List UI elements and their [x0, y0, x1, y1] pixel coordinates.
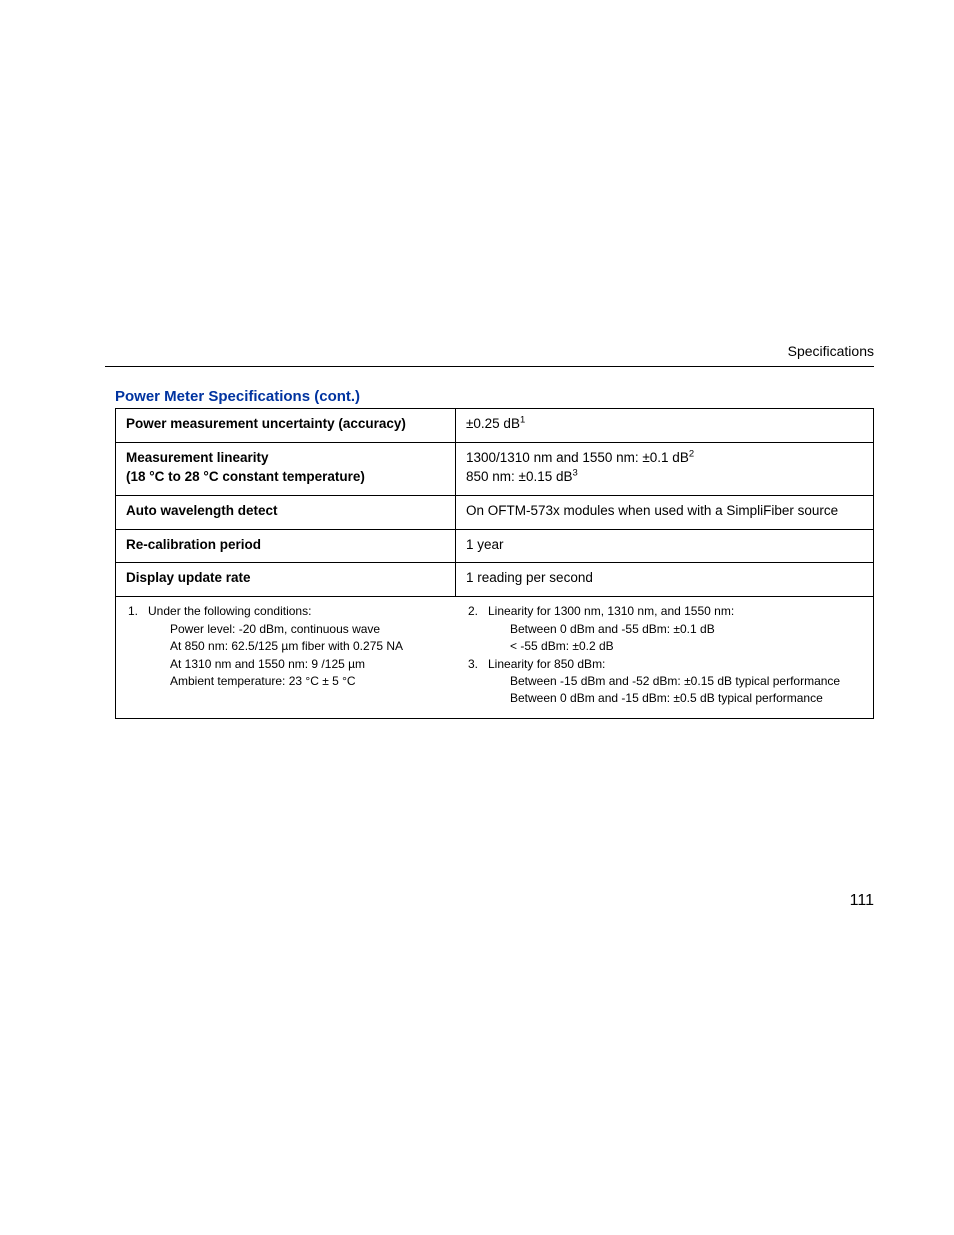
value-text: 1300/1310 nm and 1550 nm: ±0.1 dB — [466, 450, 689, 465]
value-text: ±0.25 dB — [466, 416, 520, 431]
footnote-line: Between -15 dBm and -52 dBm: ±0.15 dB ty… — [488, 673, 869, 690]
footnote-ref: 1 — [520, 415, 525, 426]
footnote-line: Under the following conditions: — [148, 603, 460, 620]
row-value: 1 year — [456, 530, 873, 563]
footnote-line: Power level: -20 dBm, continuous wave — [148, 621, 460, 638]
footnote-item: 1. Under the following conditions: Power… — [128, 603, 460, 690]
table-row: Re-calibration period 1 year — [116, 530, 873, 564]
table-row: Measurement linearity (18 °C to 28 °C co… — [116, 443, 873, 496]
row-value: ±0.25 dB1 — [456, 409, 873, 442]
row-value: 1 reading per second — [456, 563, 873, 596]
footnotes: 1. Under the following conditions: Power… — [116, 597, 873, 717]
header-label: Specifications — [788, 343, 874, 359]
row-label: Measurement linearity (18 °C to 28 °C co… — [116, 443, 456, 495]
header-rule — [105, 366, 874, 367]
table-row: Display update rate 1 reading per second — [116, 563, 873, 597]
section-title: Power Meter Specifications (cont.) — [115, 388, 360, 405]
footnote-body: Linearity for 1300 nm, 1310 nm, and 1550… — [488, 603, 869, 655]
table-row: Power measurement uncertainty (accuracy)… — [116, 409, 873, 443]
footnote-body: Under the following conditions: Power le… — [148, 603, 460, 690]
footnote-column: 2. Linearity for 1300 nm, 1310 nm, and 1… — [460, 603, 869, 707]
row-label: Re-calibration period — [116, 530, 456, 563]
footnote-number: 2. — [468, 603, 488, 655]
footnote-line: At 1310 nm and 1550 nm: 9 /125 µm — [148, 656, 460, 673]
footnote-number: 3. — [468, 656, 488, 708]
label-line: Measurement linearity — [126, 449, 445, 468]
row-label: Auto wavelength detect — [116, 496, 456, 529]
footnote-ref: 3 — [572, 467, 577, 478]
value-text: 850 nm: ±0.15 dB — [466, 469, 572, 484]
row-value: On OFTM-573x modules when used with a Si… — [456, 496, 873, 529]
footnote-line: Between 0 dBm and -55 dBm: ±0.1 dB — [488, 621, 869, 638]
footnote-line: Ambient temperature: 23 °C ± 5 °C — [148, 673, 460, 690]
footnote-line: Linearity for 850 dBm: — [488, 656, 869, 673]
spec-table: Power measurement uncertainty (accuracy)… — [115, 408, 874, 719]
document-page: Specifications Power Meter Specification… — [0, 0, 954, 1235]
value-line: 850 nm: ±0.15 dB3 — [466, 468, 863, 487]
label-line: (18 °C to 28 °C constant temperature) — [126, 468, 445, 487]
row-label: Display update rate — [116, 563, 456, 596]
table-row: Auto wavelength detect On OFTM-573x modu… — [116, 496, 873, 530]
footnote-column: 1. Under the following conditions: Power… — [120, 603, 460, 707]
footnote-item: 3. Linearity for 850 dBm: Between -15 dB… — [468, 656, 869, 708]
footnote-line: < -55 dBm: ±0.2 dB — [488, 638, 869, 655]
footnote-item: 2. Linearity for 1300 nm, 1310 nm, and 1… — [468, 603, 869, 655]
footnote-number: 1. — [128, 603, 148, 690]
value-line: 1300/1310 nm and 1550 nm: ±0.1 dB2 — [466, 449, 863, 468]
footnote-ref: 2 — [689, 448, 694, 459]
row-label: Power measurement uncertainty (accuracy) — [116, 409, 456, 442]
row-value: 1300/1310 nm and 1550 nm: ±0.1 dB2 850 n… — [456, 443, 873, 495]
page-number: 111 — [850, 892, 874, 910]
footnote-line: Between 0 dBm and -15 dBm: ±0.5 dB typic… — [488, 690, 869, 707]
footnote-line: At 850 nm: 62.5/125 µm fiber with 0.275 … — [148, 638, 460, 655]
footnote-body: Linearity for 850 dBm: Between -15 dBm a… — [488, 656, 869, 708]
footnote-line: Linearity for 1300 nm, 1310 nm, and 1550… — [488, 603, 869, 620]
